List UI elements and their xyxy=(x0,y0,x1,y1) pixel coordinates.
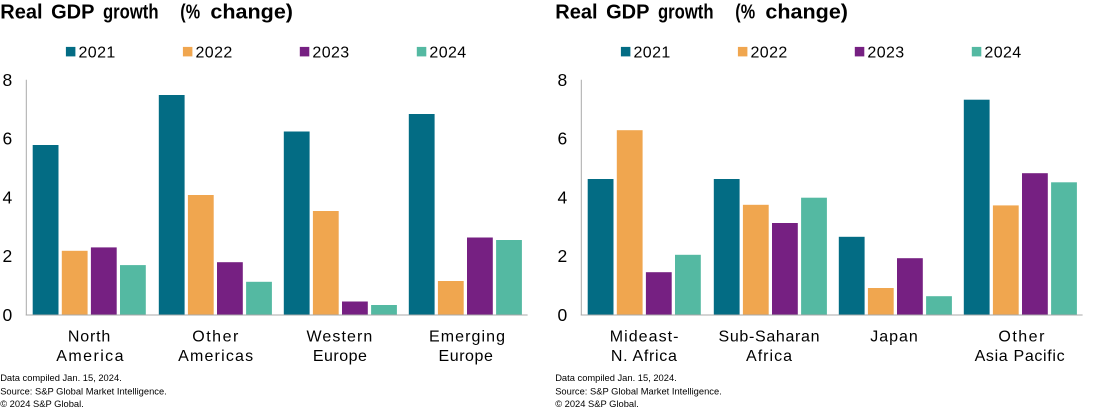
svg-text:4: 4 xyxy=(557,187,567,207)
svg-text:Americas: Americas xyxy=(178,348,253,365)
svg-text:© 2024 S&P Global.: © 2024 S&P Global. xyxy=(555,399,639,409)
svg-text:© 2024 S&P Global.: © 2024 S&P Global. xyxy=(0,399,84,409)
svg-text:6: 6 xyxy=(2,129,12,149)
svg-text:Data compiled Jan. 15, 2024.: Data compiled Jan. 15, 2024. xyxy=(555,373,677,383)
svg-text:2023: 2023 xyxy=(312,44,349,61)
svg-text:Sub-Saharan: Sub-Saharan xyxy=(719,329,820,346)
svg-text:6: 6 xyxy=(557,129,567,149)
svg-text:Data compiled Jan. 15, 2024.: Data compiled Jan. 15, 2024. xyxy=(0,373,122,383)
svg-text:2024: 2024 xyxy=(984,44,1021,61)
svg-text:Emerging: Emerging xyxy=(429,329,505,346)
svg-text:0: 0 xyxy=(2,305,12,325)
svg-text:2: 2 xyxy=(2,246,12,266)
svg-text:8: 8 xyxy=(2,70,12,90)
svg-text:2022: 2022 xyxy=(196,44,233,61)
svg-text:Europe: Europe xyxy=(313,348,367,365)
svg-text:Other: Other xyxy=(998,329,1045,346)
svg-text:Asia Pacific: Asia Pacific xyxy=(975,348,1065,365)
svg-text:Mideast-: Mideast- xyxy=(610,329,679,346)
svg-text:Source: S&P Global Market Inte: Source: S&P Global Market Intelligence. xyxy=(0,387,167,397)
svg-text:2021: 2021 xyxy=(634,44,671,61)
svg-text:2022: 2022 xyxy=(751,44,788,61)
svg-text:2021: 2021 xyxy=(79,44,116,61)
svg-text:Europe: Europe xyxy=(439,348,493,365)
svg-text:0: 0 xyxy=(557,305,567,325)
svg-text:N. Africa: N. Africa xyxy=(611,348,677,365)
svg-text:Africa: Africa xyxy=(746,348,792,365)
svg-text:Western: Western xyxy=(307,329,373,346)
svg-text:Source: S&P Global Market Inte: Source: S&P Global Market Intelligence. xyxy=(555,387,722,397)
svg-text:Other: Other xyxy=(192,329,239,346)
svg-text:2: 2 xyxy=(557,246,567,266)
svg-text:America: America xyxy=(56,348,123,365)
svg-text:2024: 2024 xyxy=(429,44,466,61)
svg-text:4: 4 xyxy=(2,187,12,207)
svg-text:2023: 2023 xyxy=(867,44,904,61)
svg-text:Japan: Japan xyxy=(870,329,918,346)
svg-text:North: North xyxy=(68,329,110,346)
svg-text:8: 8 xyxy=(557,70,567,90)
